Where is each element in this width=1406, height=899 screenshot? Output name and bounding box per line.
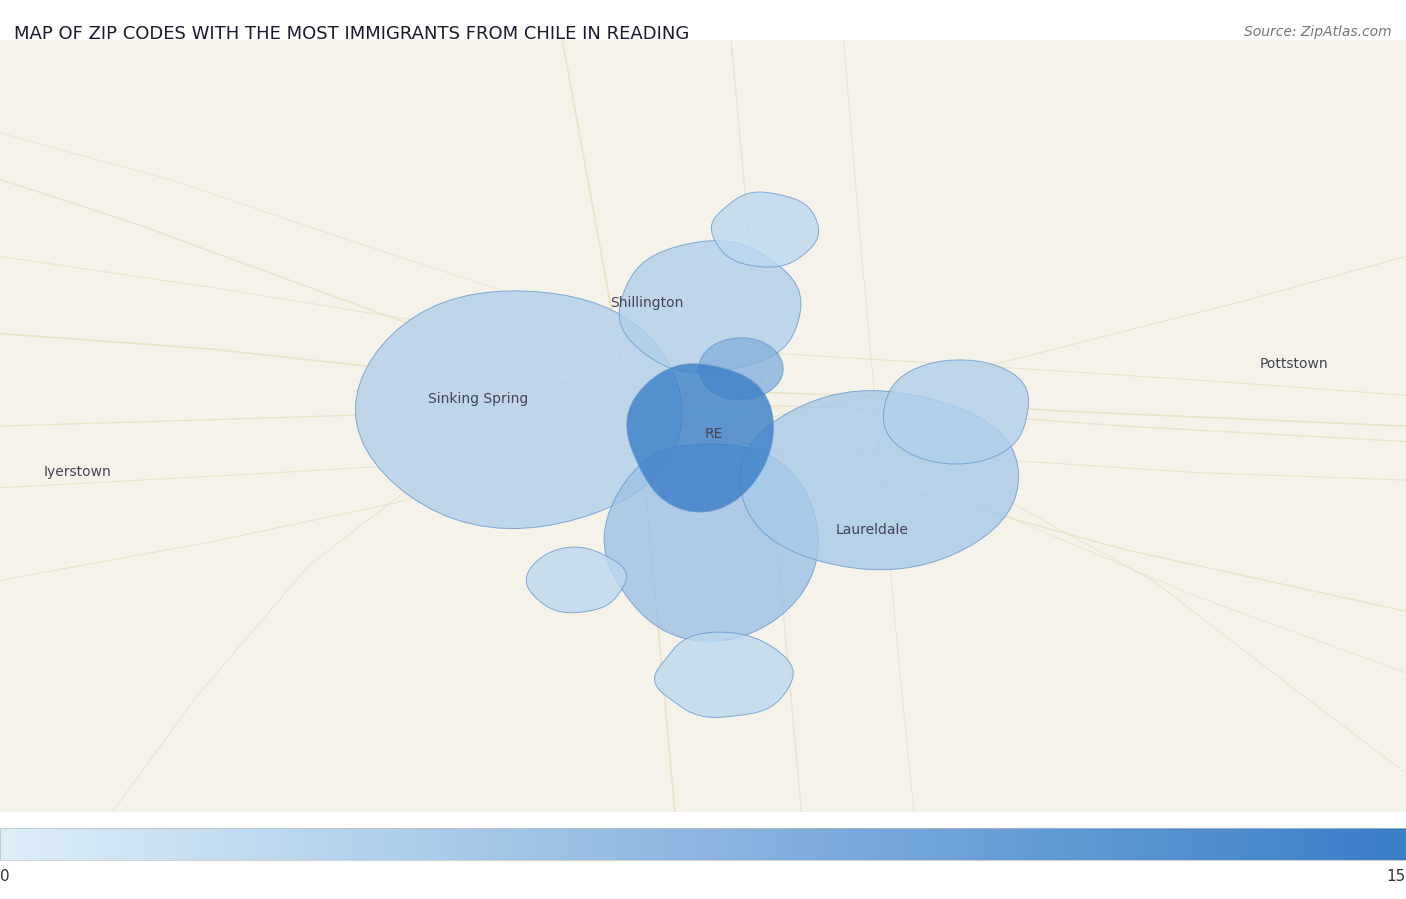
Text: Sinking Spring: Sinking Spring [427, 392, 529, 406]
Polygon shape [740, 391, 1018, 570]
Polygon shape [605, 444, 818, 641]
Polygon shape [526, 547, 627, 613]
Polygon shape [655, 632, 793, 717]
Text: Laureldale: Laureldale [835, 523, 908, 538]
Polygon shape [711, 192, 818, 267]
Text: Source: ZipAtlas.com: Source: ZipAtlas.com [1244, 25, 1392, 40]
Text: 15: 15 [1386, 869, 1406, 885]
Bar [0, 828, 1406, 859]
Text: Iyerstown: Iyerstown [44, 466, 111, 479]
Polygon shape [699, 338, 783, 399]
Polygon shape [356, 291, 682, 529]
Text: MAP OF ZIP CODES WITH THE MOST IMMIGRANTS FROM CHILE IN READING: MAP OF ZIP CODES WITH THE MOST IMMIGRANT… [14, 25, 689, 43]
Polygon shape [627, 364, 773, 512]
Text: RE: RE [704, 427, 724, 441]
Polygon shape [883, 360, 1029, 464]
Text: Shillington: Shillington [610, 296, 683, 310]
Polygon shape [619, 241, 801, 373]
Text: 0: 0 [0, 869, 10, 885]
Text: Pottstown: Pottstown [1260, 358, 1327, 371]
